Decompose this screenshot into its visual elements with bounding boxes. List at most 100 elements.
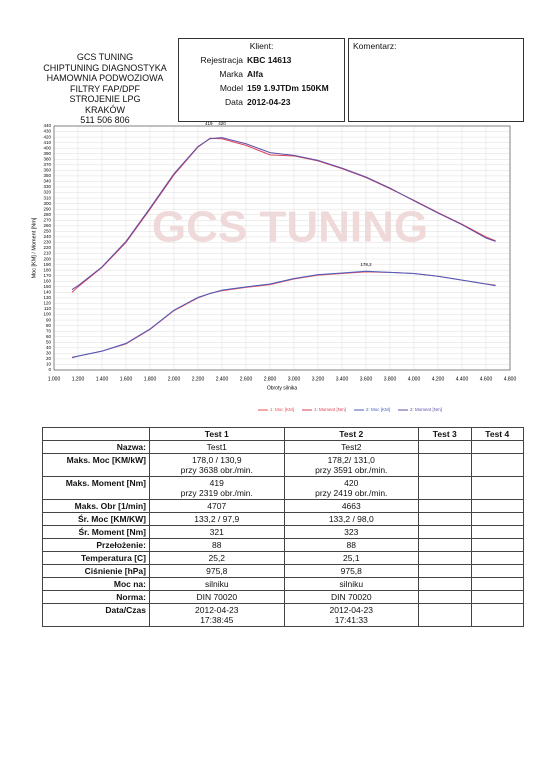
y-tick-label: 30 [46, 351, 52, 356]
y-tick-label: 160 [43, 278, 51, 283]
row-label: Maks. Obr [1/min] [42, 499, 150, 513]
cell: 178,0 / 130,9 przy 3638 obr./min. [149, 453, 285, 477]
y-tick-label: 340 [43, 179, 51, 184]
y-tick-label: 260 [43, 223, 51, 228]
company-line: GCS TUNING [76, 52, 134, 62]
series-line [71, 270, 496, 359]
y-tick-label: 0 [48, 367, 51, 372]
x-tick-label: 1.200 [72, 376, 85, 382]
x-tick-label: 2.200 [192, 376, 205, 382]
y-tick-label: 60 [46, 334, 52, 339]
row-label: Maks. Moc [KM/kW] [42, 453, 150, 477]
x-tick-label: 2.600 [240, 376, 253, 382]
cell: 25,2 [149, 551, 285, 565]
y-tick-label: 180 [43, 267, 51, 272]
column-header: Test 1 [149, 427, 285, 441]
x-tick-label: 3.200 [312, 376, 325, 382]
x-tick-label: 1.600 [120, 376, 133, 382]
cell: 4663 [283, 499, 420, 513]
empty-cell [418, 538, 472, 552]
client-key: Rejestracja [200, 55, 243, 65]
x-tick-label: 3.000 [288, 376, 301, 382]
plot-frame [53, 125, 511, 371]
legend-label: 2: Moc [KM] [366, 407, 390, 412]
table-row: Norma: DIN 70020 DIN 70020 [42, 590, 524, 604]
y-tick-label: 430 [43, 129, 51, 134]
row-label: Data/Czas [42, 603, 150, 627]
y-tick-label: 380 [43, 156, 51, 161]
y-tick-label: 90 [46, 317, 52, 322]
cell: Test2 [283, 440, 420, 454]
cell: Test1 [149, 440, 285, 454]
y-tick-label: 40 [46, 345, 52, 350]
cell: 88 [283, 538, 420, 552]
y-tick-label: 280 [43, 212, 51, 217]
empty-cell [418, 499, 472, 513]
y-tick-label: 320 [43, 190, 51, 195]
x-tick-label: 4.200 [432, 376, 445, 382]
cell: 133,2 / 98,0 [283, 512, 420, 526]
x-tick-label: 1.800 [144, 376, 157, 382]
cell: 133,2 / 97,9 [149, 512, 285, 526]
client-row: Marka Alfa [179, 69, 344, 79]
y-tick-label: 10 [46, 362, 52, 367]
cell: 975,8 [283, 564, 420, 578]
y-tick-label: 250 [43, 229, 51, 234]
comment-title: Komentarz: [353, 41, 397, 51]
company-line: KRAKÓW [84, 104, 125, 115]
empty-cell [470, 512, 524, 526]
results-table: Test 1 Test 2 Test 3 Test 4 Nazwa: Test1 Test2… [42, 427, 524, 627]
table-row: Moc na: silniku silniku [42, 577, 524, 591]
y-tick-label: 80 [46, 323, 52, 328]
table-row: Ciśnienie [hPa] 975,8 975,8 [42, 564, 524, 578]
cell: 88 [149, 538, 285, 552]
x-tick-label: 4.400 [456, 376, 469, 382]
empty-cell [470, 603, 524, 627]
cell: silniku [283, 577, 420, 591]
cell: 420 przy 2419 obr./min. [283, 476, 420, 500]
empty-cell [470, 564, 524, 578]
chart: GCS TUNING 010203040506070809010011012013… [31, 121, 516, 412]
annotation: 420 [218, 121, 226, 126]
empty-cell [470, 453, 524, 477]
table-row: Maks. Obr [1/min] 4707 4663 [42, 499, 524, 513]
client-title: Klient: [249, 41, 274, 51]
empty-cell [418, 440, 472, 454]
y-tick-label: 300 [43, 201, 51, 206]
y-tick-label: 220 [43, 245, 51, 250]
empty-cell [418, 590, 472, 604]
annotation: 419 [205, 121, 213, 126]
y-tick-label: 410 [43, 140, 51, 145]
row-label: Temperatura [C] [42, 551, 150, 565]
annotation: 178,2 [360, 262, 372, 267]
x-tick-label: 3.400 [336, 376, 349, 382]
table-row: Maks. Moc [KM/kW] 178,0 / 130,9 przy 3638… [42, 453, 524, 477]
y-tick-label: 290 [43, 206, 51, 211]
empty-cell [470, 440, 524, 454]
company-block: GCS TUNING CHIPTUNING DIAGNOSTYKA HAMOWNIA… [30, 52, 180, 126]
x-tick-label: 3.800 [384, 376, 397, 382]
y-tick-label: 400 [43, 145, 51, 150]
legend-label: 1: Moc [KM] [270, 407, 294, 412]
y-tick-label: 440 [43, 123, 51, 128]
client-key: Data [225, 97, 243, 107]
cell: 419 przy 2319 obr./min. [149, 476, 285, 500]
watermark: GCS TUNING [152, 203, 428, 252]
table-row: Nazwa: Test1 Test2 [42, 440, 524, 454]
y-tick-label: 170 [43, 273, 51, 278]
y-tick-label: 190 [43, 262, 51, 267]
cell: 975,8 [149, 564, 285, 578]
legend-label: 2: Moment [Nm] [410, 407, 442, 412]
y-axis-title: Moc [KM] / Moment [Nm] [31, 217, 37, 278]
client-box: Klient: Rejestracja KBC 14613 Marka Alfa Mod… [178, 38, 345, 122]
series-line [71, 137, 496, 291]
empty-cell [418, 551, 472, 565]
y-tick-label: 230 [43, 240, 51, 245]
cell: DIN 70020 [283, 590, 420, 604]
row-label: Norma: [42, 590, 150, 604]
header-row: Test 1 Test 2 Test 3 Test 4 [42, 427, 524, 441]
company-line: STROJENIE LPG [69, 94, 141, 104]
row-label: Śr. Moment [Nm] [42, 525, 150, 539]
row-label: Ciśnienie [hPa] [42, 564, 150, 578]
